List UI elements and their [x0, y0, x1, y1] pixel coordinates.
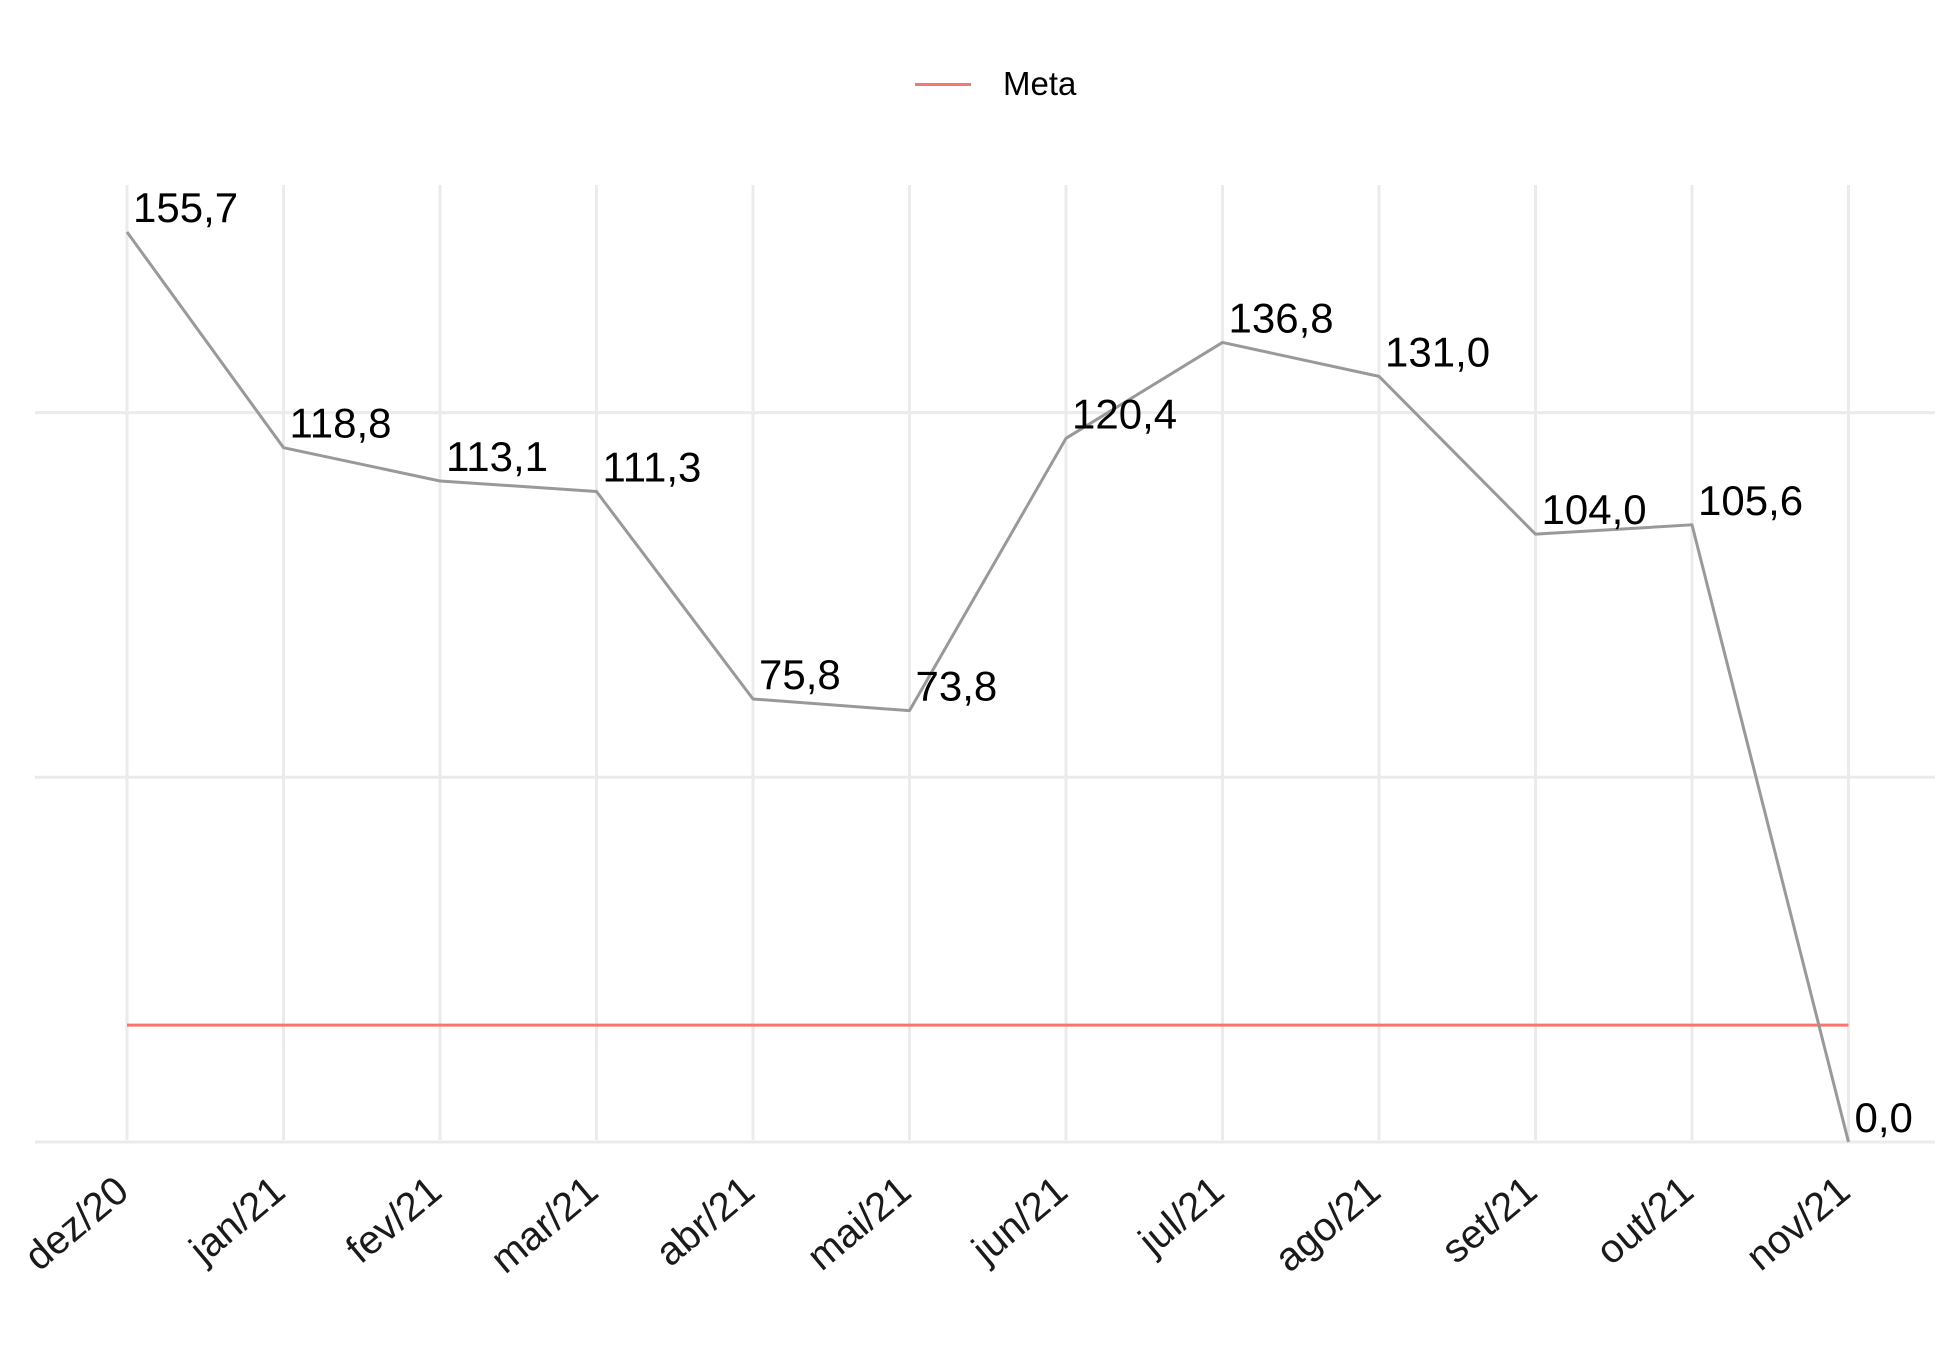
x-tick-label: abr/21: [648, 1168, 763, 1275]
x-tick-label: dez/20: [16, 1168, 136, 1279]
data-label: 118,8: [290, 400, 392, 447]
data-label: 111,3: [603, 443, 702, 490]
series: [125, 231, 1850, 1143]
x-tick-label: set/21: [1434, 1168, 1546, 1272]
data-label: 105,6: [1698, 477, 1803, 524]
data-label: 104,0: [1542, 486, 1647, 533]
data-label: 136,8: [1229, 294, 1334, 341]
x-tick-label: jul/21: [1130, 1168, 1232, 1264]
data-label: 131,0: [1385, 328, 1490, 375]
data-label: 75,8: [759, 651, 841, 698]
data-label: 73,8: [916, 663, 998, 710]
data-label: 113,1: [446, 433, 548, 480]
data-label: 120,4: [1072, 390, 1177, 437]
grid: [35, 185, 1935, 1144]
x-tick-label: ago/21: [1267, 1168, 1389, 1280]
legend-label-meta: Meta: [1003, 65, 1077, 102]
data-labels: 155,7 118,8 113,1 111,3 75,8 73,8 120,4 136,8 13…: [133, 184, 1913, 1141]
x-tick-label: fev/21: [338, 1168, 450, 1272]
series-line: [125, 231, 1850, 1143]
x-tick-label: nov/21: [1738, 1168, 1858, 1279]
legend-swatch-meta: [915, 82, 971, 86]
legend: Meta: [915, 62, 1076, 106]
x-tick-label: mai/21: [799, 1168, 919, 1279]
data-label: 0,0: [1855, 1094, 1913, 1141]
x-tick-label: out/21: [1588, 1168, 1701, 1273]
data-label: 155,7: [133, 184, 238, 231]
x-tick-label: mar/21: [483, 1168, 607, 1282]
x-tick-label: jan/21: [181, 1168, 294, 1272]
x-axis-ticks: dez/20 jan/21 fev/21 mar/21 abr/21 mai/21 jun/…: [16, 1168, 1858, 1282]
x-tick-label: jun/21: [963, 1168, 1076, 1272]
